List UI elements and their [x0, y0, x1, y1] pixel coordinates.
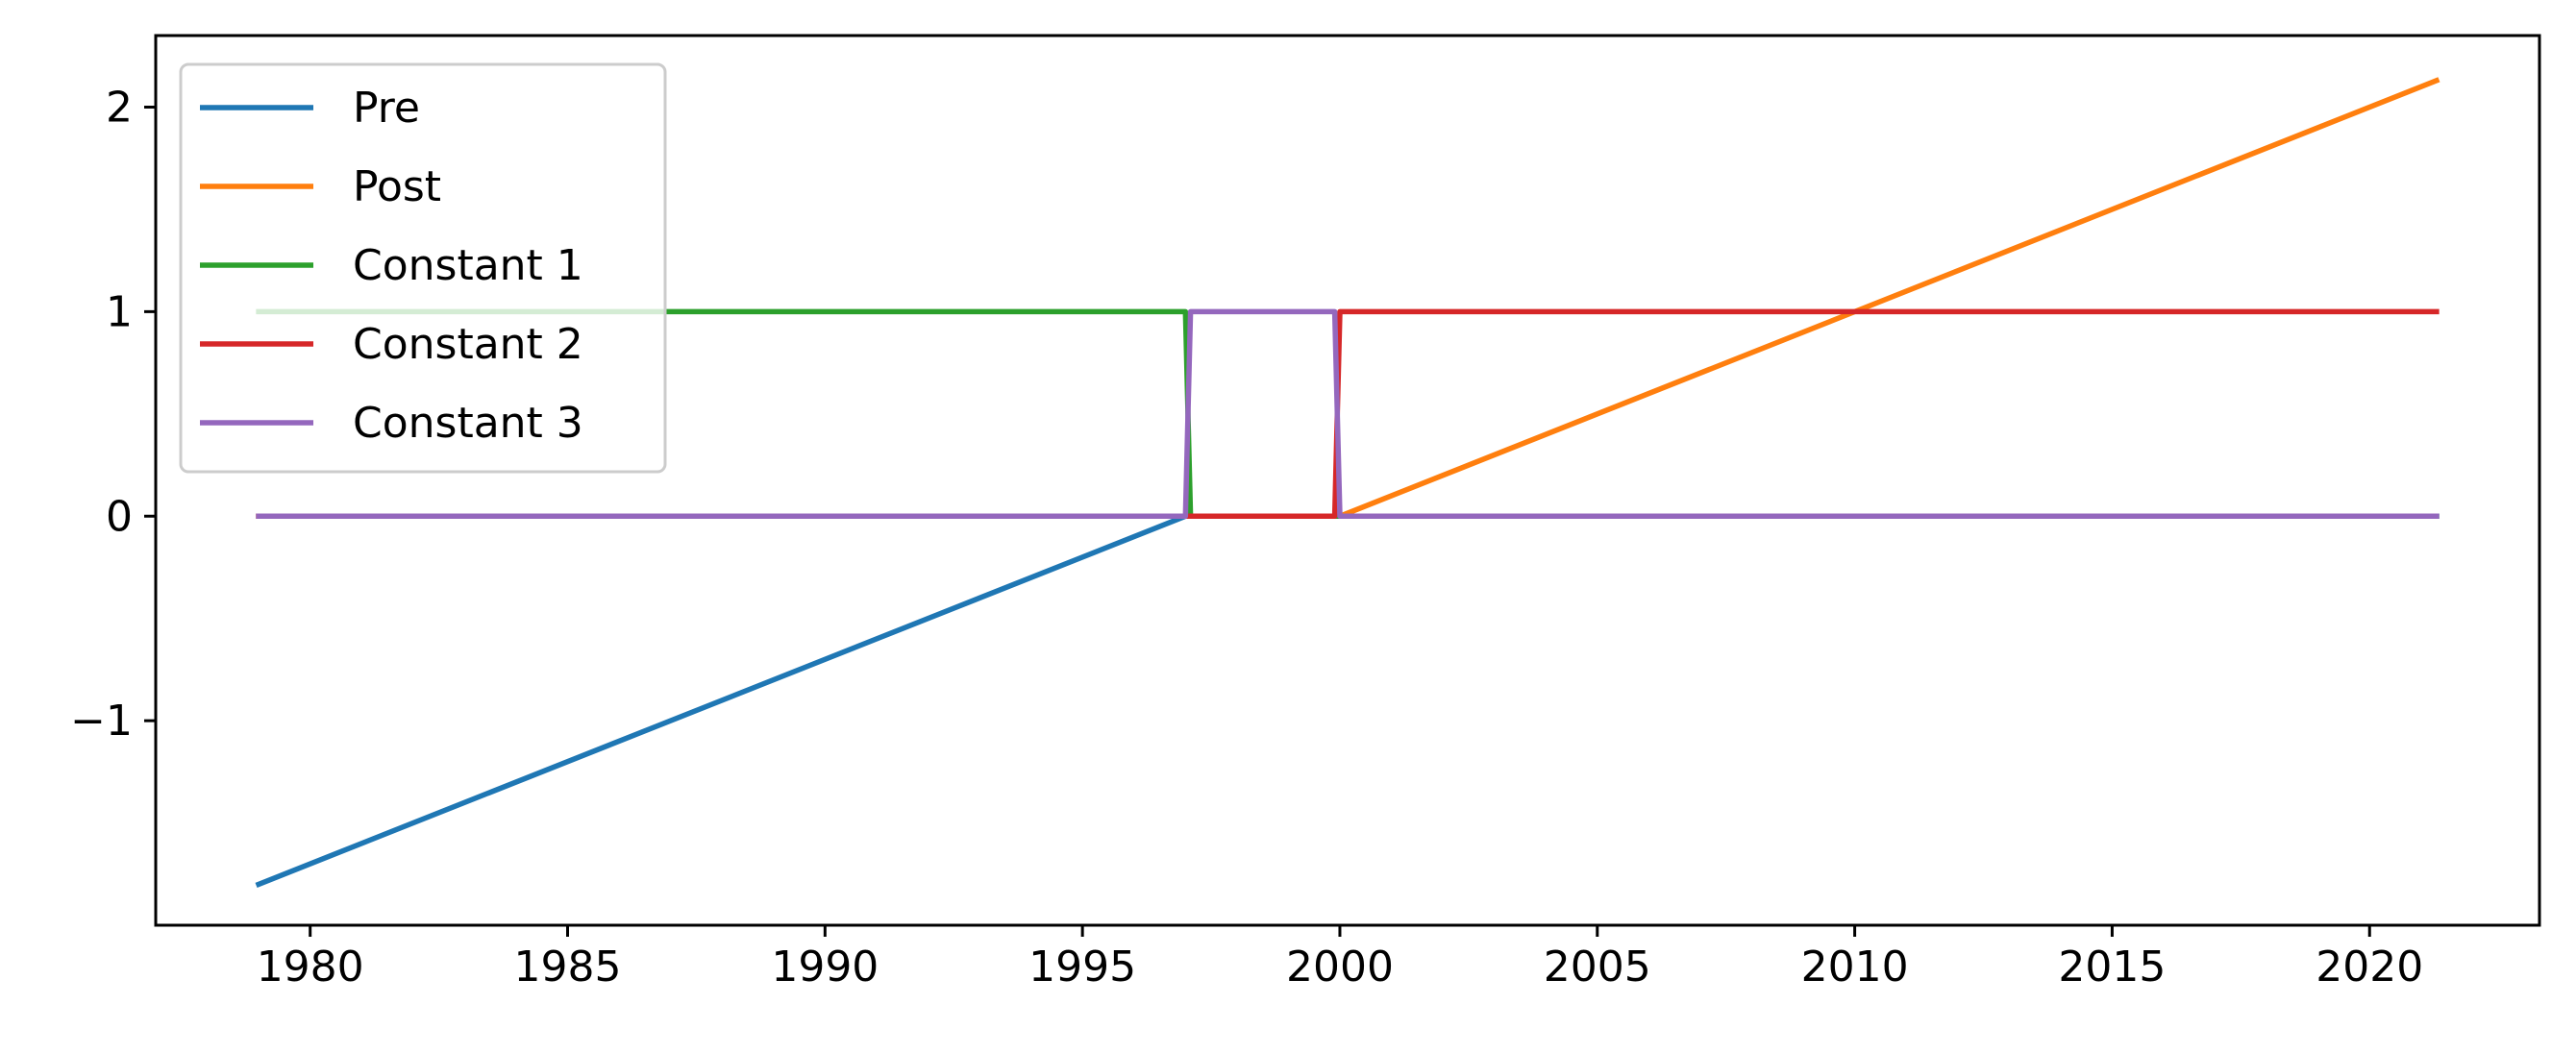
x-tick-label: 1990 [771, 943, 879, 992]
series-layer [255, 77, 2440, 888]
x-tick-label: 2010 [1801, 943, 1909, 992]
x-axis: 1980 1985 1990 1995 2000 2005 2010 2015 2020 [257, 925, 2423, 992]
x-tick-label: 1995 [1028, 943, 1136, 992]
x-tick-label: 2015 [2058, 943, 2166, 992]
x-tick-label: 1980 [257, 943, 364, 992]
legend-label-constant-3: Constant 3 [353, 399, 583, 448]
y-axis: 2 1 0 −1 [70, 84, 156, 746]
series-line-constant-3 [256, 308, 2440, 520]
y-tick-label: 0 [106, 492, 133, 541]
y-tick-label: 1 [106, 287, 133, 336]
legend-label-pre: Pre [353, 84, 420, 133]
legend-box [179, 62, 667, 474]
y-tick-label: −1 [70, 697, 133, 746]
legend: Pre Post Constant 1 Constant 2 Constant 3 [179, 62, 667, 474]
x-tick-label: 2000 [1286, 943, 1394, 992]
x-tick-label: 1985 [514, 943, 622, 992]
legend-label-constant-2: Constant 2 [353, 320, 583, 369]
legend-label-constant-1: Constant 1 [353, 241, 583, 290]
x-tick-label: 2005 [1544, 943, 1651, 992]
legend-label-post: Post [353, 162, 441, 211]
x-tick-label: 2020 [2316, 943, 2423, 992]
axes-frame [154, 34, 2541, 927]
y-tick-label: 2 [106, 84, 133, 133]
